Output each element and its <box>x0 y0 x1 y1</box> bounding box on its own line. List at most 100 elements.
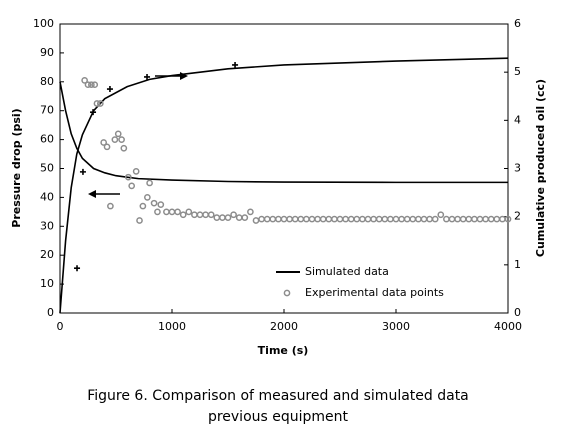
data-point <box>103 143 111 151</box>
y2-tick-label: 4 <box>514 113 521 126</box>
x-tick-label: 0 <box>57 320 64 333</box>
y2-tick-label: 1 <box>514 258 521 271</box>
data-point <box>74 265 81 272</box>
data-point <box>235 214 243 221</box>
data-point <box>207 211 215 219</box>
plot-frame <box>59 23 509 314</box>
data-point <box>230 211 237 219</box>
data-point <box>353 215 361 223</box>
data-point <box>144 194 151 201</box>
data-point <box>144 73 151 80</box>
data-point <box>314 215 321 223</box>
data-point <box>476 215 484 223</box>
data-point <box>398 215 405 223</box>
legend-label: Experimental data points <box>305 286 444 299</box>
data-point <box>319 215 327 223</box>
data-point <box>241 214 249 221</box>
data-point <box>88 81 95 89</box>
data-point <box>370 215 377 223</box>
data-point <box>437 211 445 219</box>
data-point <box>387 215 394 223</box>
caption: previous equipment <box>208 409 349 425</box>
data-point <box>157 201 165 208</box>
data-point <box>403 215 411 223</box>
data-point <box>482 215 489 223</box>
data-point <box>275 215 282 223</box>
data-point <box>342 215 349 223</box>
data-point <box>139 202 147 210</box>
data-point <box>128 182 136 190</box>
arrow <box>88 190 120 198</box>
y-tick-label: 70 <box>40 104 54 117</box>
y-tick-label: 80 <box>40 75 54 88</box>
y2-tick-label: 2 <box>514 210 521 223</box>
caption: Figure 6. Comparison of measured and sim… <box>87 388 469 404</box>
y2-tick-label: 6 <box>514 17 521 30</box>
y-tick-label: 40 <box>40 190 54 203</box>
data-point <box>280 215 288 223</box>
y-tick-label: 10 <box>40 277 54 290</box>
data-point <box>359 215 366 223</box>
data-point <box>286 215 293 223</box>
data-point <box>426 215 433 223</box>
data-point <box>114 130 122 138</box>
data-point <box>213 214 221 221</box>
data-point <box>146 179 153 187</box>
data-point <box>431 215 439 223</box>
y-tick-label: 100 <box>33 17 54 30</box>
data-point <box>232 61 239 68</box>
y-tick-label: 30 <box>40 219 54 232</box>
x-tick-label: 4000 <box>494 320 522 333</box>
y2-axis-label: Cumulative produced oil (cc) <box>534 79 547 257</box>
data-point <box>308 215 316 223</box>
y2-tick-label: 0 <box>514 306 521 319</box>
data-point <box>100 139 108 146</box>
data-point <box>79 168 86 175</box>
data-point <box>258 215 265 223</box>
data-point <box>247 208 254 216</box>
data-point <box>219 214 226 221</box>
data-point <box>191 211 198 219</box>
data-point <box>420 215 428 223</box>
data-point <box>297 215 305 223</box>
data-point <box>325 215 333 223</box>
y2-tick-label: 5 <box>514 65 521 78</box>
y-tick-label: 50 <box>40 162 54 175</box>
x-tick-label: 1000 <box>158 320 186 333</box>
data-point <box>174 208 181 216</box>
data-point <box>96 100 104 107</box>
x-tick-label: 3000 <box>382 320 410 333</box>
line-series <box>59 57 509 314</box>
y-tick-label: 0 <box>47 306 54 319</box>
y2-tick-label: 3 <box>514 162 521 175</box>
data-point <box>224 214 232 221</box>
data-point <box>487 215 495 223</box>
data-point <box>81 77 88 84</box>
data-point <box>392 215 400 223</box>
data-point <box>415 215 422 223</box>
data-point <box>448 215 456 223</box>
data-point <box>185 208 193 216</box>
data-point <box>150 199 158 207</box>
data-point <box>381 215 389 223</box>
data-point <box>90 109 97 116</box>
data-point <box>202 211 209 219</box>
data-point <box>443 215 450 223</box>
data-point <box>163 208 170 216</box>
y-tick-label: 20 <box>40 248 54 261</box>
data-point <box>93 100 101 107</box>
data-point <box>465 215 473 223</box>
line-series <box>59 81 508 184</box>
data-point <box>168 208 176 216</box>
data-point <box>303 215 310 223</box>
data-point <box>409 215 417 223</box>
data-point <box>459 215 467 223</box>
data-point <box>91 81 99 89</box>
data-point <box>336 215 344 223</box>
data-point <box>120 144 128 152</box>
data-point <box>493 215 501 223</box>
x-tick-label: 2000 <box>270 320 298 333</box>
data-point <box>375 215 383 223</box>
data-point <box>263 215 271 223</box>
